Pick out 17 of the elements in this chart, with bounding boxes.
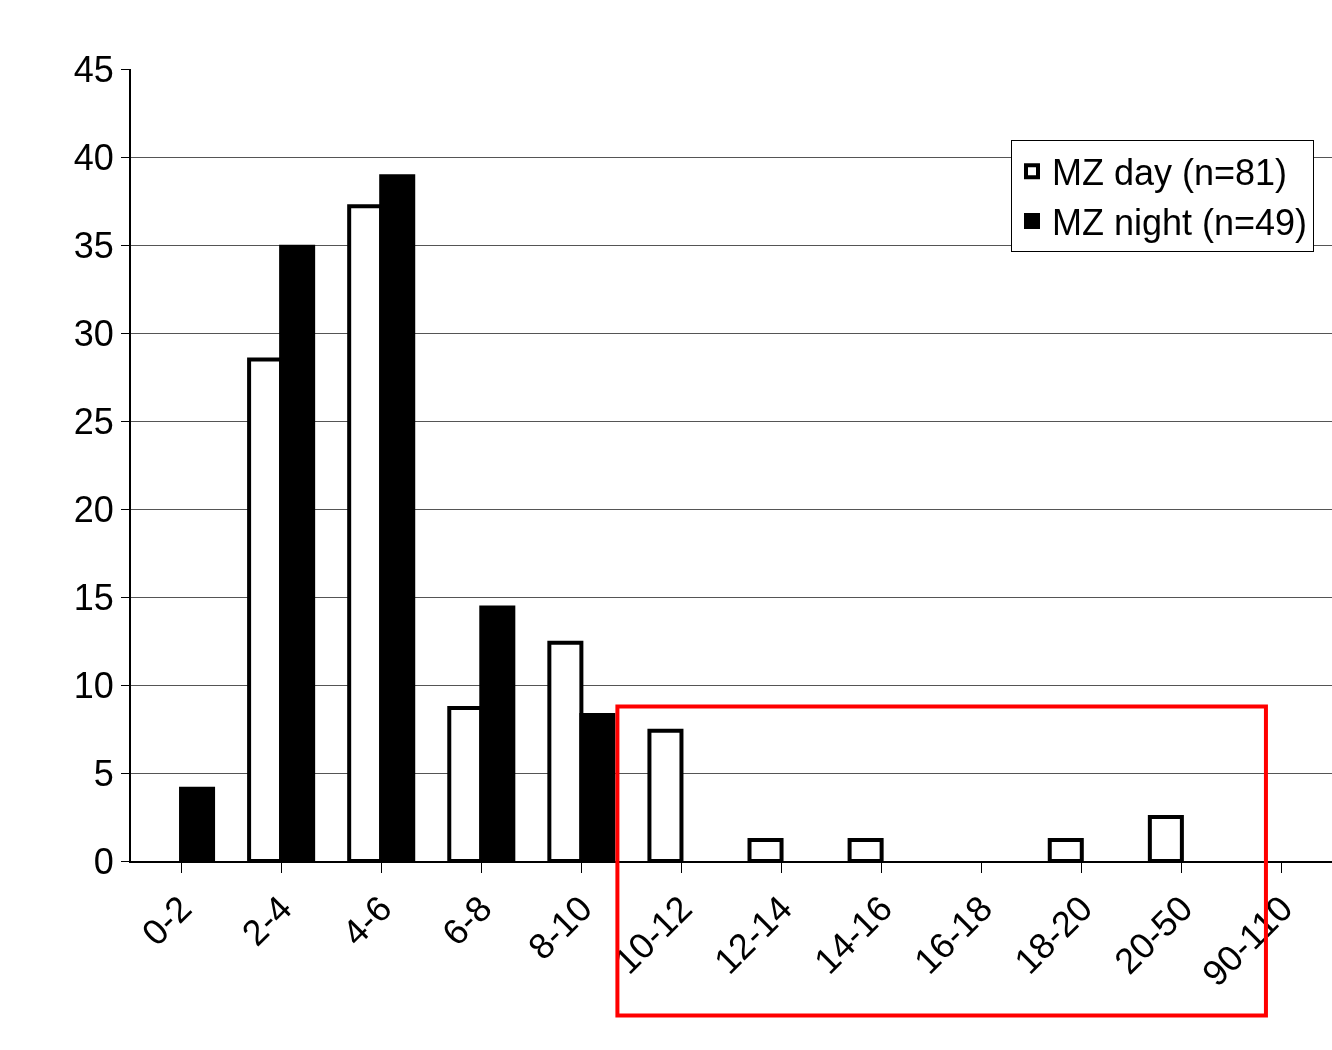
y-tick-label: 15 — [73, 576, 114, 618]
y-tick-label: 20 — [73, 488, 114, 530]
x-tick-label: 8-10 — [519, 887, 600, 968]
y-tick-label: 40 — [73, 136, 114, 178]
legend-label: MZ night (n=49) — [1051, 202, 1308, 244]
x-tick-label: 2-4 — [233, 887, 300, 954]
y-tick-label: 30 — [73, 312, 114, 354]
y-tick-label: 5 — [93, 752, 114, 794]
legend-label: MZ day (n=81) — [1051, 152, 1288, 194]
x-tick-label: 6-8 — [433, 887, 500, 954]
y-tick-label: 0 — [93, 840, 114, 882]
x-tick-label: 0-2 — [133, 887, 200, 954]
y-tick-label: 35 — [73, 224, 114, 266]
x-tick-label: 4-6 — [333, 887, 400, 954]
y-tick-label: 10 — [73, 664, 114, 706]
y-tick-label: 45 — [73, 48, 114, 90]
y-tick-label: 25 — [73, 400, 114, 442]
